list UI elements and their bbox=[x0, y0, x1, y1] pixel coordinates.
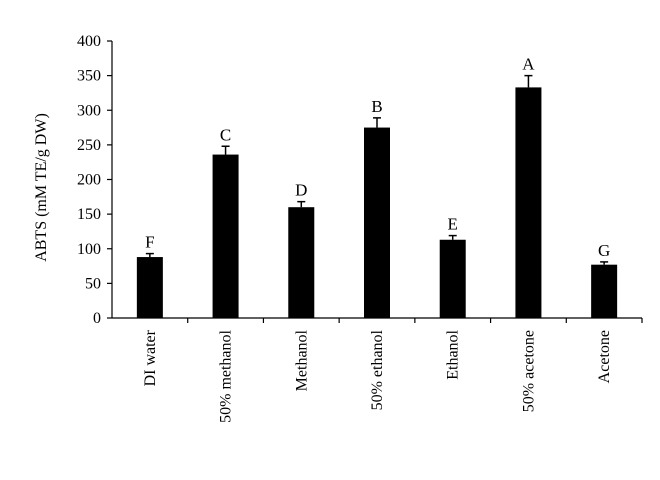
y-tick-label: 50 bbox=[85, 275, 101, 292]
significance-letter: F bbox=[145, 233, 154, 252]
category-label: Acetone bbox=[596, 330, 613, 383]
category-label: 50% acetone bbox=[520, 330, 537, 412]
significance-letter: A bbox=[522, 55, 535, 74]
y-tick-label: 150 bbox=[77, 206, 101, 223]
y-axis-ticks: 0 50 100 150 200 250 300 350 400 bbox=[77, 33, 112, 327]
category-label: 50% methanol bbox=[218, 329, 235, 422]
category-label: DI water bbox=[142, 329, 159, 386]
bar bbox=[591, 264, 618, 318]
y-axis-title: ABTS (mM TE/g DW) bbox=[33, 113, 50, 262]
bar bbox=[364, 127, 390, 318]
significance-letter: C bbox=[220, 125, 231, 144]
significance-letter: E bbox=[448, 215, 458, 234]
y-tick-label: 400 bbox=[77, 33, 101, 50]
y-tick-label: 300 bbox=[77, 102, 101, 119]
y-tick-label: 200 bbox=[77, 172, 101, 189]
y-tick-label: 250 bbox=[77, 137, 101, 154]
y-tick-label: 100 bbox=[77, 241, 101, 258]
significance-letter: B bbox=[371, 97, 382, 116]
category-labels: DI water 50% methanol Methanol 50% ethanol E… bbox=[142, 318, 643, 423]
bar bbox=[136, 257, 163, 318]
category-label: Ethanol bbox=[445, 329, 462, 379]
category-label: 50% ethanol bbox=[369, 329, 386, 410]
y-tick-label: 0 bbox=[93, 310, 101, 327]
bar bbox=[439, 239, 466, 318]
bars: F C D B E A G bbox=[136, 55, 618, 319]
bar bbox=[212, 154, 239, 318]
category-label: Methanol bbox=[293, 329, 310, 391]
bar bbox=[288, 207, 315, 318]
y-tick-label: 350 bbox=[77, 68, 101, 85]
bar bbox=[515, 87, 542, 319]
significance-letter: G bbox=[598, 241, 610, 260]
significance-letter: D bbox=[295, 181, 307, 200]
